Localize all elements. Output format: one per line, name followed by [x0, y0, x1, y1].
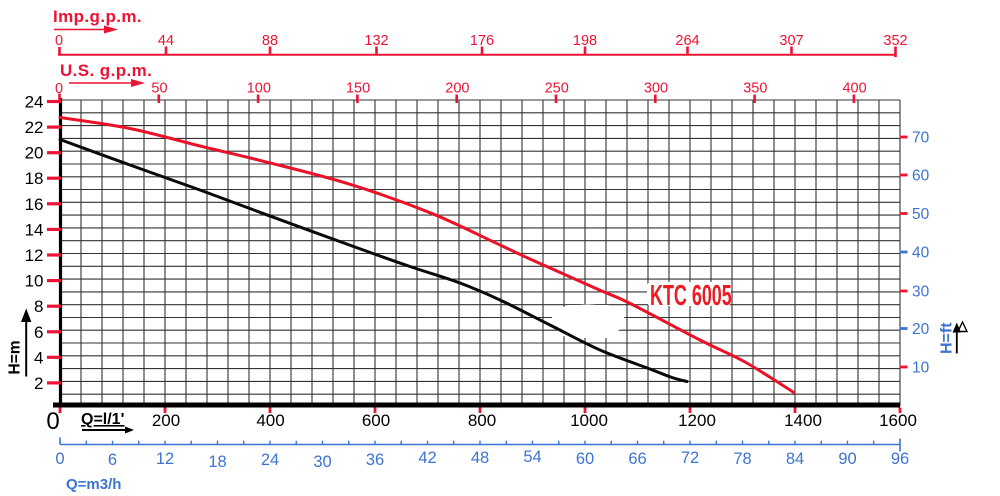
- svg-text:H=ft: H=ft: [939, 322, 956, 354]
- svg-text:54: 54: [523, 448, 541, 466]
- svg-text:250: 250: [545, 81, 569, 97]
- svg-text:48: 48: [471, 449, 489, 467]
- svg-text:1600: 1600: [879, 411, 917, 430]
- svg-text:72: 72: [681, 449, 699, 467]
- svg-text:352: 352: [883, 33, 907, 49]
- svg-text:12: 12: [25, 246, 44, 265]
- svg-text:350: 350: [743, 81, 767, 97]
- svg-text:10: 10: [912, 360, 930, 377]
- svg-text:42: 42: [418, 449, 436, 467]
- svg-text:300: 300: [644, 81, 668, 97]
- svg-text:150: 150: [346, 81, 370, 97]
- svg-text:600: 600: [362, 411, 390, 430]
- svg-text:30: 30: [313, 453, 331, 471]
- svg-text:70: 70: [912, 130, 930, 147]
- svg-text:90: 90: [838, 450, 856, 468]
- svg-text:U.S. g.p.m.: U.S. g.p.m.: [60, 61, 152, 80]
- svg-text:36: 36: [366, 451, 384, 469]
- svg-text:0: 0: [55, 33, 63, 49]
- svg-text:0: 0: [55, 450, 64, 468]
- svg-text:44: 44: [158, 33, 174, 49]
- svg-text:0: 0: [46, 408, 59, 435]
- svg-text:18: 18: [25, 169, 44, 188]
- svg-text:50: 50: [912, 206, 930, 223]
- svg-text:198: 198: [573, 33, 597, 49]
- svg-text:400: 400: [256, 411, 284, 430]
- svg-text:20: 20: [25, 144, 44, 163]
- svg-text:400: 400: [842, 81, 866, 97]
- svg-text:20: 20: [912, 321, 930, 338]
- svg-text:4: 4: [34, 348, 43, 367]
- svg-text:1400: 1400: [784, 411, 822, 430]
- svg-text:KTC 6005: KTC 6005: [650, 280, 732, 312]
- svg-text:96: 96: [891, 450, 909, 468]
- svg-text:10: 10: [25, 272, 44, 291]
- svg-text:22: 22: [25, 118, 44, 137]
- svg-text:6: 6: [108, 451, 117, 469]
- svg-text:176: 176: [470, 33, 494, 49]
- svg-text:800: 800: [468, 411, 496, 430]
- svg-text:84: 84: [786, 450, 804, 468]
- svg-text:264: 264: [675, 33, 699, 49]
- svg-text:60: 60: [912, 168, 930, 185]
- svg-text:200: 200: [152, 411, 180, 430]
- svg-text:Q=l/1': Q=l/1': [81, 411, 124, 428]
- svg-text:40: 40: [912, 245, 930, 262]
- svg-text:14: 14: [25, 220, 44, 239]
- svg-text:Q=m3/h: Q=m3/h: [66, 476, 121, 493]
- svg-text:Imp.g.p.m.: Imp.g.p.m.: [53, 7, 142, 26]
- svg-text:50: 50: [151, 81, 167, 97]
- svg-text:60: 60: [576, 450, 594, 468]
- svg-text:30: 30: [912, 284, 930, 301]
- svg-text:307: 307: [779, 33, 803, 49]
- svg-text:6: 6: [34, 323, 43, 342]
- svg-text:66: 66: [628, 450, 646, 468]
- svg-text:132: 132: [364, 33, 388, 49]
- svg-text:2: 2: [34, 374, 43, 393]
- svg-text:100: 100: [247, 81, 271, 97]
- svg-text:24: 24: [261, 451, 279, 469]
- svg-text:16: 16: [25, 195, 44, 214]
- svg-text:12: 12: [156, 450, 174, 468]
- svg-text:88: 88: [262, 33, 278, 49]
- svg-text:24: 24: [25, 93, 44, 112]
- svg-text:18: 18: [208, 453, 226, 471]
- svg-text:1000: 1000: [570, 411, 608, 430]
- svg-text:0: 0: [55, 81, 63, 97]
- svg-text:1200: 1200: [678, 411, 716, 430]
- svg-text:78: 78: [733, 450, 751, 468]
- svg-text:200: 200: [445, 81, 469, 97]
- svg-text:8: 8: [34, 297, 43, 316]
- svg-text:H=m: H=m: [7, 340, 24, 374]
